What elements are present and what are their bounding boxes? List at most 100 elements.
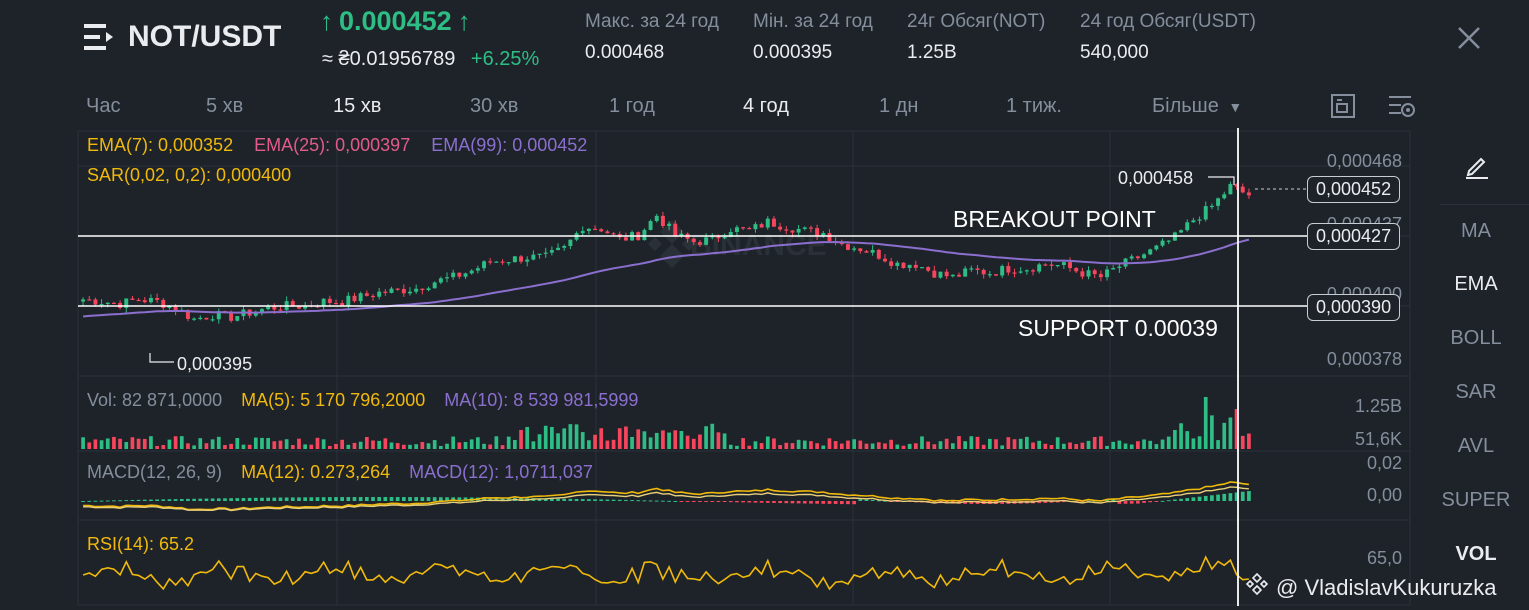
tab-time[interactable]: Час — [86, 95, 121, 117]
ema99-label: EMA(99): 0,000452 — [431, 135, 588, 155]
volume-bar — [93, 439, 98, 449]
sidebar-item-vol[interactable]: VOL — [1455, 543, 1497, 565]
pencil-icon[interactable] — [1463, 151, 1491, 179]
macd-bar — [155, 499, 159, 501]
candle-body — [660, 215, 665, 226]
volume-bar — [772, 438, 776, 449]
candle-body — [765, 218, 770, 228]
indicator-settings-icon[interactable] — [1387, 93, 1417, 119]
volume-bar — [439, 445, 443, 449]
macd-bar — [241, 497, 246, 501]
axis-rsi: 65,0 — [1366, 548, 1402, 568]
volume-bar — [1006, 437, 1011, 449]
macd-bar — [1117, 501, 1122, 504]
tab-15m[interactable]: 15 хв — [333, 95, 382, 117]
macd-bar — [864, 499, 869, 501]
macd-bar — [260, 497, 264, 501]
macd-bar — [167, 499, 172, 501]
breakout-price-tag: 0,000427 — [1307, 223, 1401, 250]
macd-bar — [1123, 501, 1128, 504]
macd-bar — [969, 501, 974, 504]
tab-1d[interactable]: 1 дн — [879, 95, 919, 117]
tab-4h[interactable]: 4 год — [743, 95, 789, 117]
candle-body — [796, 228, 801, 233]
candle-body — [1185, 222, 1190, 231]
volume-bar — [858, 440, 863, 449]
candle-body — [1179, 230, 1184, 233]
candle-body — [1129, 256, 1134, 259]
tab-5m[interactable]: 5 хв — [206, 95, 244, 117]
volume-bar — [364, 436, 369, 449]
macd-bar — [876, 500, 881, 502]
candle-body — [1086, 270, 1091, 277]
candle-body — [198, 317, 203, 320]
volume-bar — [889, 439, 893, 449]
sidebar-item-boll[interactable]: BOLL — [1450, 327, 1502, 349]
candle-body — [1037, 264, 1042, 272]
volume-bar — [907, 443, 912, 449]
macd-bar — [1216, 494, 1220, 501]
candle-body — [1111, 268, 1116, 270]
stat-label: Мін. за 24 год — [753, 11, 873, 32]
sidebar-item-ma[interactable]: MA — [1461, 220, 1491, 242]
macd-bar — [802, 501, 807, 504]
volume-bar — [1136, 441, 1140, 449]
volume-bar — [1240, 435, 1245, 449]
macd-bar — [500, 497, 505, 501]
volume-bar — [290, 445, 295, 449]
candle-body — [389, 288, 394, 293]
candle-body — [531, 254, 536, 260]
candle-body — [895, 262, 900, 266]
candle-body — [586, 228, 591, 232]
volume-bar — [167, 439, 172, 449]
volume-bar — [1080, 442, 1085, 449]
close-icon[interactable] — [1456, 25, 1482, 51]
tab-1w[interactable]: 1 тиж. — [1006, 95, 1062, 117]
macd-bar — [673, 500, 678, 502]
macd-bar — [809, 501, 813, 504]
macd-bar — [253, 497, 258, 501]
volume-bar — [149, 436, 153, 449]
volume-bar — [1012, 439, 1017, 449]
candle-body — [648, 221, 653, 230]
macd-bar — [371, 497, 375, 501]
tab-1h[interactable]: 1 год — [609, 95, 655, 117]
volume-bar — [759, 443, 764, 449]
candle-body — [580, 231, 585, 234]
menu-icon[interactable] — [84, 22, 114, 52]
sidebar-item-avl[interactable]: AVL — [1457, 435, 1495, 457]
volume-bar — [728, 444, 733, 449]
candle-body — [253, 311, 258, 316]
sidebar-item-super[interactable]: SUPER — [1441, 489, 1511, 511]
candle-body — [654, 215, 659, 222]
candle-body — [704, 237, 709, 245]
candle-body — [926, 267, 931, 271]
macd-bar — [1191, 497, 1196, 501]
candle-body — [994, 274, 998, 276]
candle-body — [673, 223, 678, 236]
candle-body — [759, 224, 764, 228]
candle-body — [901, 262, 906, 269]
credit-text: @ VladislavKukuruzka — [1276, 575, 1497, 600]
macd-bar — [1197, 496, 1202, 501]
macd-bar — [870, 499, 875, 501]
tab-more[interactable]: Більше ▼ — [1152, 95, 1242, 118]
sidebar-item-sar[interactable]: SAR — [1455, 381, 1497, 403]
volume-bar — [309, 444, 314, 449]
macd-bar — [1105, 499, 1109, 501]
volume-bar — [253, 437, 258, 449]
candle-body — [778, 226, 783, 230]
candle-body — [1203, 206, 1208, 220]
pair-title[interactable]: NOT/USDT — [128, 20, 282, 53]
volume-bar — [112, 436, 116, 449]
macd-bar — [1148, 501, 1153, 503]
axis-price-bottom: 0,000378 — [1326, 349, 1402, 369]
tab-30m[interactable]: 30 хв — [470, 95, 519, 117]
volume-bar — [778, 445, 782, 449]
volume-bar — [531, 441, 536, 449]
volume-bar — [99, 440, 104, 449]
macd-bar — [642, 500, 647, 502]
sidebar-item-ema[interactable]: EMA — [1454, 273, 1498, 295]
fullscreen-icon[interactable] — [1330, 93, 1356, 119]
